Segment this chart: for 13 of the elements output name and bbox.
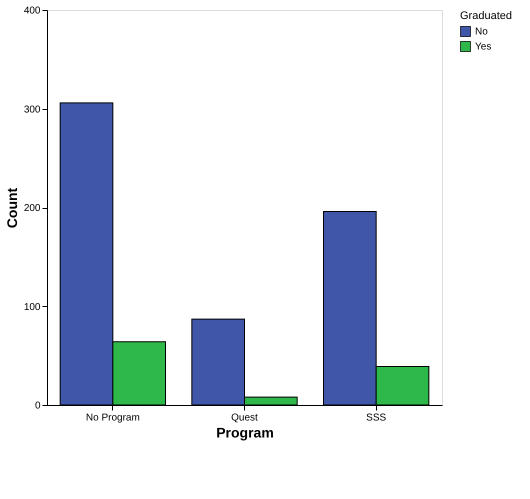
y-tick-label: 300 <box>24 104 41 116</box>
y-axis-title: Count <box>4 187 20 228</box>
x-axis-title: Program <box>216 424 274 440</box>
legend-label: Yes <box>475 42 492 52</box>
y-tick-label: 200 <box>24 203 41 214</box>
legend-label: No <box>475 26 488 38</box>
y-tick-label: 0 <box>34 400 41 412</box>
y-tick-label: 100 <box>24 302 41 313</box>
x-tick-label: SSS <box>366 412 386 424</box>
x-tick-label: Quest <box>231 412 258 424</box>
y-tick-label: 400 <box>24 6 41 16</box>
x-tick-label: No Program <box>86 412 140 424</box>
legend-title: Graduated <box>460 10 512 22</box>
